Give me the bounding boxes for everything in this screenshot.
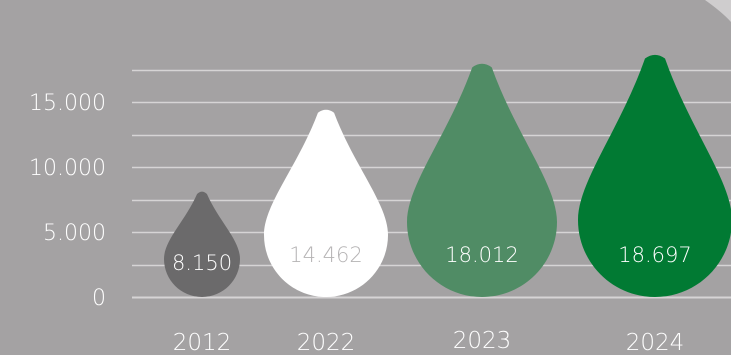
x-tick-label: 2023 xyxy=(453,328,512,354)
drop-mark-2012 xyxy=(164,191,240,297)
y-tick-label: 5.000 xyxy=(43,221,106,246)
corner-shape xyxy=(705,0,731,22)
y-axis-tick-labels: 0 5.000 10.000 15.000 xyxy=(29,91,106,311)
data-label: 18.697 xyxy=(618,243,691,267)
y-tick-label: 15.000 xyxy=(29,91,106,116)
y-tick-label: 0 xyxy=(92,286,106,311)
corner-decoration xyxy=(705,0,731,22)
data-label: 14.462 xyxy=(289,243,362,267)
drop-mark-2024 xyxy=(578,54,731,297)
drop-mark-2023 xyxy=(407,63,557,297)
data-marks xyxy=(164,54,731,297)
x-tick-label: 2024 xyxy=(626,330,685,355)
x-tick-label: 2022 xyxy=(297,330,356,355)
drop-mark-2022 xyxy=(264,109,388,297)
data-labels: 8.150 14.462 18.012 18.697 xyxy=(172,243,692,275)
x-axis-category-labels: 2012 2022 2023 2024 xyxy=(173,328,685,355)
data-label: 18.012 xyxy=(445,243,518,267)
x-tick-label: 2012 xyxy=(173,330,232,355)
data-label: 8.150 xyxy=(172,251,232,275)
y-tick-label: 10.000 xyxy=(29,156,106,181)
